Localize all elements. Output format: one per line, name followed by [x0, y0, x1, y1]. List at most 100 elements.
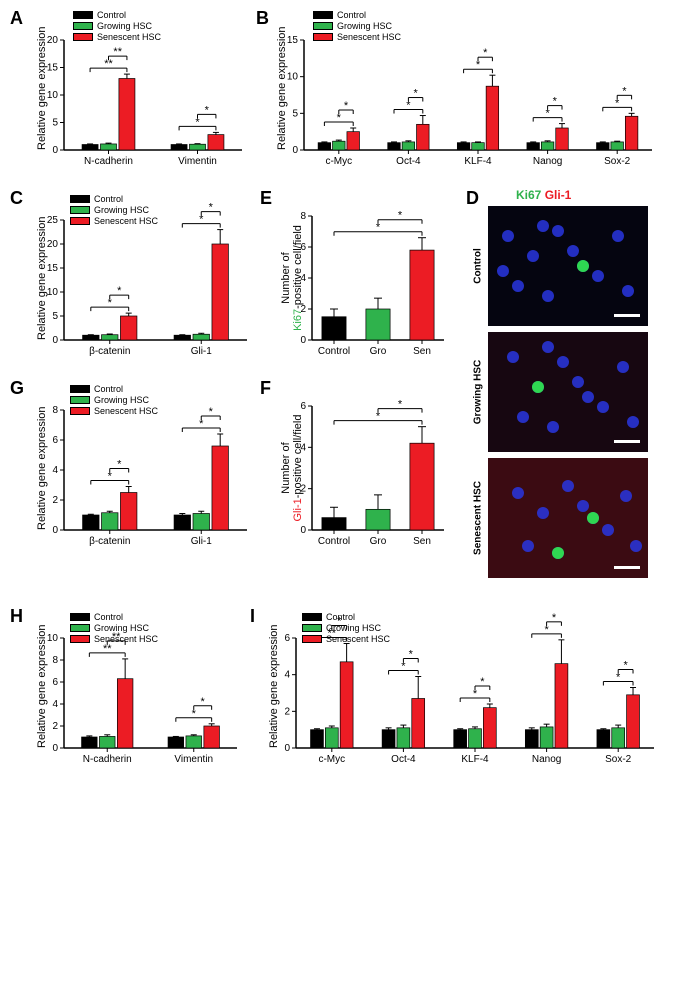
svg-text:Sox-2: Sox-2	[604, 156, 631, 167]
legend: ControlGrowing HSCSenescent HSC	[73, 10, 161, 43]
svg-text:8: 8	[52, 405, 58, 416]
svg-text:Vimentin: Vimentin	[178, 156, 217, 167]
svg-text:0: 0	[284, 743, 290, 754]
svg-text:2: 2	[284, 706, 290, 717]
svg-text:Sen: Sen	[413, 346, 431, 357]
svg-text:6: 6	[284, 633, 290, 644]
panel-label-E: E	[260, 188, 272, 209]
svg-text:Vimentin: Vimentin	[174, 754, 213, 765]
svg-text:4: 4	[284, 670, 290, 681]
legend-label: Senescent HSC	[94, 634, 158, 644]
svg-text:*: *	[552, 612, 557, 624]
svg-text:*: *	[398, 399, 403, 411]
chart-panel-G: 02468β-cateninGli-1****Relative gene exp…	[28, 382, 253, 552]
panel-label-G: G	[10, 378, 24, 399]
svg-text:10: 10	[47, 287, 59, 298]
y-axis-label: Number ofKi67-positive cell/field	[280, 216, 304, 340]
svg-text:*: *	[344, 100, 349, 112]
svg-text:Oct-4: Oct-4	[396, 156, 421, 167]
svg-text:*: *	[553, 96, 558, 108]
svg-text:25: 25	[47, 215, 59, 226]
y-axis-label: Relative gene expression	[36, 40, 48, 150]
svg-text:*: *	[623, 660, 628, 672]
legend-label: Control	[94, 612, 123, 622]
svg-text:0: 0	[52, 145, 58, 156]
svg-text:Sen: Sen	[413, 536, 431, 547]
legend-label: Control	[326, 612, 355, 622]
micrograph-header: Ki67 Gli-1	[516, 188, 571, 202]
chart-panel-C: 0510152025β-cateninGli-1****Relative gen…	[28, 192, 253, 362]
svg-text:0: 0	[292, 145, 298, 156]
svg-text:N-cadherin: N-cadherin	[83, 754, 132, 765]
micrograph-growing-hsc	[488, 332, 648, 452]
legend: ControlGrowing HSCSenescent HSC	[70, 612, 158, 645]
svg-text:*: *	[209, 202, 214, 214]
svg-text:5: 5	[52, 311, 58, 322]
svg-text:5: 5	[52, 118, 58, 129]
svg-text:0: 0	[52, 525, 58, 536]
svg-text:Oct-4: Oct-4	[391, 754, 416, 765]
legend-label: Growing HSC	[94, 623, 149, 633]
svg-text:*: *	[205, 104, 210, 116]
legend-label: Control	[94, 384, 123, 394]
panel-label-I: I	[250, 606, 255, 627]
svg-text:0: 0	[52, 335, 58, 346]
svg-text:4: 4	[52, 465, 58, 476]
svg-text:Gro: Gro	[370, 346, 387, 357]
svg-text:*: *	[480, 676, 485, 688]
legend: ControlGrowing HSCSenescent HSC	[313, 10, 401, 43]
svg-text:Control: Control	[318, 346, 350, 357]
y-axis-label: Relative gene expression	[36, 638, 48, 748]
chart-panel-F: 0246ControlGroSen**Number ofGli-1-positi…	[270, 382, 450, 552]
micrograph-control	[488, 206, 648, 326]
svg-text:10: 10	[47, 633, 59, 644]
y-axis-label: Relative gene expression	[36, 410, 48, 530]
svg-text:0: 0	[52, 743, 58, 754]
svg-text:2: 2	[52, 495, 58, 506]
svg-text:Sox-2: Sox-2	[605, 754, 632, 765]
y-axis-label: Relative gene expression	[276, 40, 288, 150]
svg-text:N-cadherin: N-cadherin	[84, 156, 133, 167]
svg-text:β-catenin: β-catenin	[89, 536, 130, 547]
svg-text:20: 20	[47, 239, 59, 250]
svg-text:Nanog: Nanog	[533, 156, 562, 167]
legend: ControlGrowing HSCSenescent HSC	[70, 194, 158, 227]
chart-panel-I: 0246c-MycOct-4KLF-4NanogSox-2***********…	[260, 610, 660, 770]
panel-label-C: C	[10, 188, 23, 209]
svg-text:*: *	[398, 210, 403, 222]
svg-text:*: *	[117, 285, 122, 297]
panel-label-B: B	[256, 8, 269, 29]
svg-text:Nanog: Nanog	[532, 754, 561, 765]
micrograph-row-label: Growing HSC	[473, 360, 484, 424]
svg-text:4: 4	[52, 699, 58, 710]
chart-panel-E: 02468ControlGroSen**Number ofKi67-positi…	[270, 192, 450, 362]
svg-text:6: 6	[52, 677, 58, 688]
legend-label: Growing HSC	[326, 623, 381, 633]
panel-label-H: H	[10, 606, 23, 627]
svg-text:KLF-4: KLF-4	[464, 156, 492, 167]
y-axis-label: Relative gene expression	[268, 638, 280, 748]
svg-text:*: *	[409, 649, 414, 661]
legend-label: Control	[94, 194, 123, 204]
svg-text:6: 6	[52, 435, 58, 446]
svg-text:Gro: Gro	[370, 536, 387, 547]
legend-label: Growing HSC	[94, 395, 149, 405]
svg-text:β-catenin: β-catenin	[89, 346, 130, 357]
svg-text:*: *	[201, 696, 206, 708]
svg-text:Control: Control	[318, 536, 350, 547]
micrograph-row-label: Control	[473, 248, 484, 284]
y-axis-label: Number ofGli-1-positive cell/field	[280, 406, 304, 530]
svg-text:KLF-4: KLF-4	[461, 754, 489, 765]
panel-label-F: F	[260, 378, 271, 399]
svg-text:10: 10	[47, 90, 59, 101]
svg-text:*: *	[622, 85, 627, 97]
legend-label: Growing HSC	[94, 205, 149, 215]
svg-text:c-Myc: c-Myc	[318, 754, 345, 765]
svg-text:5: 5	[292, 108, 298, 119]
svg-text:**: **	[113, 46, 122, 58]
legend: ControlGrowing HSCSenescent HSC	[70, 384, 158, 417]
legend-label: Senescent HSC	[94, 406, 158, 416]
panel-label-A: A	[10, 8, 23, 29]
svg-text:2: 2	[52, 721, 58, 732]
svg-text:15: 15	[287, 35, 299, 46]
